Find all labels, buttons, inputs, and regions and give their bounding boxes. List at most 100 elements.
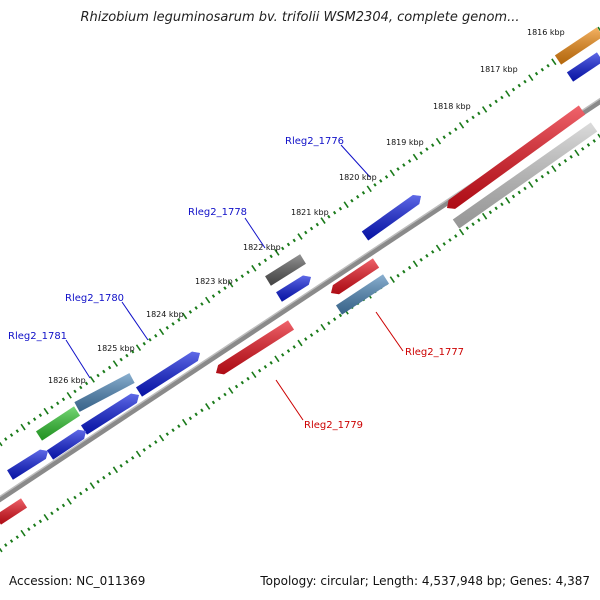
leader-rleg2-1777: [375, 311, 404, 352]
gene-blue-left[interactable]: [7, 449, 49, 480]
minor-tick: [27, 421, 31, 425]
major-tick: [551, 165, 557, 173]
tick-label: 1824 kbp: [146, 310, 184, 319]
gene-blue-top[interactable]: [566, 52, 600, 82]
minor-tick: [517, 83, 521, 88]
minor-tick: [38, 413, 43, 418]
major-tick: [20, 529, 26, 537]
major-tick: [343, 201, 349, 209]
major-tick: [597, 133, 600, 139]
minor-tick: [269, 361, 273, 365]
gene-grey-top[interactable]: [452, 122, 598, 229]
major-tick: [66, 498, 72, 505]
minor-tick: [534, 178, 539, 183]
major-tick: [205, 296, 211, 304]
gene-rleg2-1778[interactable]: [265, 254, 306, 286]
leader-rleg2-1779: [275, 379, 304, 421]
major-tick: [320, 323, 326, 331]
major-tick: [435, 244, 442, 252]
major-tick: [551, 58, 557, 66]
minor-tick: [142, 448, 146, 452]
gene-blue-1778b[interactable]: [276, 275, 311, 302]
gene-rleg2-1780[interactable]: [136, 351, 200, 397]
minor-tick: [119, 357, 123, 362]
tick-label: 1821 kbp: [291, 208, 329, 217]
gene-label-rleg2-1779[interactable]: Rleg2_1779: [304, 420, 363, 431]
minor-tick: [79, 385, 83, 390]
gene-rleg2-1779[interactable]: [216, 320, 294, 375]
minor-tick: [407, 265, 412, 270]
major-tick: [389, 169, 395, 177]
gene-green[interactable]: [36, 406, 80, 441]
minor-tick: [309, 226, 314, 231]
gene-orange-top[interactable]: [554, 27, 600, 65]
minor-tick: [240, 274, 244, 279]
minor-tick: [171, 428, 175, 432]
gene-rleg2-1776[interactable]: [361, 195, 421, 241]
minor-tick: [234, 278, 239, 282]
gene-rleg2-1781[interactable]: [74, 373, 135, 412]
major-tick: [528, 74, 534, 81]
genome-info-text: Topology: circular; Length: 4,537,948 bp…: [260, 574, 590, 588]
minor-tick: [494, 99, 498, 104]
gene-label-rleg2-1781[interactable]: Rleg2_1781: [8, 331, 67, 342]
minor-tick: [142, 341, 146, 346]
minor-tick: [102, 369, 106, 374]
gene-red-1777a[interactable]: [331, 258, 380, 295]
major-tick: [135, 344, 142, 352]
minor-tick: [96, 373, 100, 378]
minor-tick: [488, 103, 493, 108]
gene-red-left[interactable]: [0, 498, 27, 525]
minor-tick: [396, 167, 400, 171]
gene-blue-1781b[interactable]: [81, 393, 139, 435]
gene-label-rleg2-1780[interactable]: Rleg2_1780: [65, 293, 124, 304]
major-tick: [228, 280, 234, 288]
leader-rleg2-1781: [65, 339, 91, 379]
minor-tick: [32, 523, 37, 528]
minor-tick: [511, 194, 516, 199]
major-tick: [481, 212, 488, 220]
gene-blue-1781c[interactable]: [46, 429, 86, 460]
gene-label-rleg2-1776[interactable]: Rleg2_1776: [285, 136, 344, 147]
minor-tick: [407, 159, 412, 163]
minor-tick: [4, 543, 8, 547]
minor-tick: [402, 269, 406, 274]
minor-tick: [286, 242, 291, 247]
minor-tick: [361, 191, 366, 195]
tick-label: 1818 kbp: [433, 102, 471, 111]
minor-tick: [148, 337, 152, 342]
major-tick: [458, 121, 465, 129]
gene-label-rleg2-1778[interactable]: Rleg2_1778: [188, 207, 247, 218]
minor-tick: [4, 437, 8, 441]
gene-red-top[interactable]: [447, 105, 586, 209]
minor-tick: [125, 460, 129, 464]
minor-tick: [61, 397, 66, 402]
minor-tick: [73, 495, 77, 500]
minor-tick: [402, 163, 406, 167]
tick-label: 1816 kbp: [527, 28, 565, 37]
minor-tick: [494, 206, 498, 211]
minor-tick: [569, 155, 573, 159]
major-tick: [112, 466, 119, 474]
minor-tick: [131, 349, 135, 354]
minor-tick: [465, 226, 469, 230]
minor-tick: [442, 135, 446, 140]
major-tick: [181, 418, 188, 426]
minor-tick: [281, 353, 285, 357]
minor-tick: [240, 380, 244, 385]
minor-tick: [131, 456, 135, 460]
minor-tick: [200, 408, 204, 413]
gene-rleg2-1777[interactable]: [336, 274, 389, 315]
minor-tick: [56, 507, 60, 512]
tick-label: 1817 kbp: [480, 65, 518, 74]
major-tick: [158, 434, 165, 442]
minor-tick: [107, 365, 112, 370]
minor-tick: [454, 127, 458, 132]
gene-label-rleg2-1777[interactable]: Rleg2_1777: [405, 347, 464, 358]
minor-tick: [177, 424, 181, 428]
minor-tick: [73, 389, 77, 394]
minor-tick: [154, 333, 158, 338]
minor-tick: [419, 258, 423, 262]
minor-tick: [61, 503, 66, 508]
minor-tick: [171, 322, 175, 326]
